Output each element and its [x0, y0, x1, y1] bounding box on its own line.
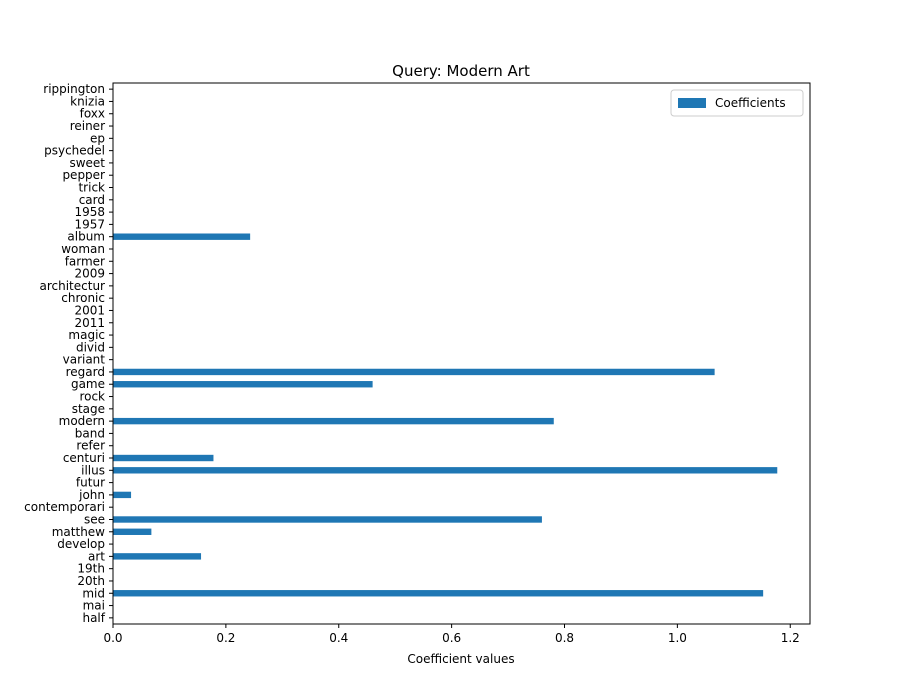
y-tick-label: 2009: [74, 267, 105, 281]
y-tick-label: card: [79, 193, 105, 207]
bar-art: [113, 553, 202, 560]
chart-title: Query: Modern Art: [392, 62, 530, 80]
y-tick-label: refer: [76, 439, 105, 453]
y-tick-label: foxx: [80, 107, 105, 121]
plot-area: [112, 82, 811, 625]
y-tick-label: see: [84, 512, 105, 526]
y-tick-label: 20th: [77, 574, 105, 588]
bar-modern: [113, 417, 554, 425]
bar-regard: [113, 368, 715, 376]
x-tick-label: 0.6: [442, 631, 461, 645]
legend-frame: [670, 89, 804, 117]
y-tick-label: futur: [76, 476, 105, 490]
x-tick-label: 0.8: [555, 631, 574, 645]
bar-see: [113, 516, 542, 523]
y-tick-label: modern: [59, 414, 105, 428]
y-tick-label: magic: [68, 328, 105, 342]
y-tick-label: john: [78, 488, 105, 502]
bar-game: [113, 381, 373, 388]
y-tick-label: contemporari: [24, 500, 105, 514]
bar-centuri: [113, 454, 214, 462]
y-tick-label: art: [88, 549, 105, 563]
y-tick-label: variant: [63, 353, 106, 367]
x-tick-label: 0.2: [216, 631, 235, 645]
y-tick-label: chronic: [61, 291, 105, 305]
x-axis: 0.0 0.2 0.4 0.6 0.8 1.0 1.2: [103, 624, 800, 645]
y-tick-label: pepper: [62, 168, 105, 182]
bar-matthew: [113, 528, 152, 535]
y-tick-label: 19th: [77, 562, 105, 576]
y-tick-label: centuri: [63, 451, 105, 465]
y-tick-label: 2011: [74, 316, 105, 330]
x-tick-label: 1.0: [668, 631, 687, 645]
y-tick-label: illus: [81, 463, 105, 477]
bars: [113, 233, 778, 597]
x-tick-label: 1.2: [781, 631, 800, 645]
y-tick-label: sweet: [69, 156, 105, 170]
y-tick-label: album: [67, 230, 105, 244]
y-tick-label: half: [82, 611, 105, 625]
axes-frame: [112, 82, 811, 625]
y-tick-label: 2001: [74, 303, 105, 317]
y-axis: halfmaimid20th19thartdevelopmatthewseeco…: [24, 82, 113, 625]
y-tick-label: ep: [90, 131, 105, 145]
y-tick-label: game: [71, 377, 105, 391]
y-tick-label: matthew: [52, 525, 105, 539]
legend-swatch: [678, 98, 706, 108]
x-axis-label: Coefficient values: [407, 652, 514, 666]
bar-john: [113, 491, 132, 499]
y-tick-label: trick: [78, 181, 105, 195]
x-tick-label: 0.0: [103, 631, 122, 645]
y-tick-label: 1957: [74, 217, 105, 231]
bar-album: [113, 233, 251, 240]
legend[interactable]: Coefficients: [670, 89, 804, 117]
y-tick-label: divid: [76, 340, 105, 354]
y-tick-label: stage: [72, 402, 105, 416]
y-tick-label: develop: [57, 537, 105, 551]
y-tick-label: farmer: [65, 254, 105, 268]
y-tick-label: band: [75, 426, 105, 440]
y-tick-label: architectur: [40, 279, 106, 293]
y-tick-label: rippington: [43, 82, 105, 96]
y-tick-label: mid: [82, 586, 105, 600]
y-tick-label: knizia: [70, 94, 105, 108]
y-tick-label: rock: [79, 390, 105, 404]
y-tick-label: reiner: [70, 119, 105, 133]
y-tick-label: regard: [66, 365, 105, 379]
legend-label: Coefficients: [715, 96, 786, 110]
bar-mid: [113, 590, 764, 597]
y-tick-label: psychedel: [44, 144, 105, 158]
x-tick-label: 0.4: [329, 631, 348, 645]
y-tick-label: 1958: [74, 205, 105, 219]
y-tick-label: mai: [83, 599, 105, 613]
bar-illus: [113, 467, 778, 474]
y-tick-label: woman: [61, 242, 105, 256]
